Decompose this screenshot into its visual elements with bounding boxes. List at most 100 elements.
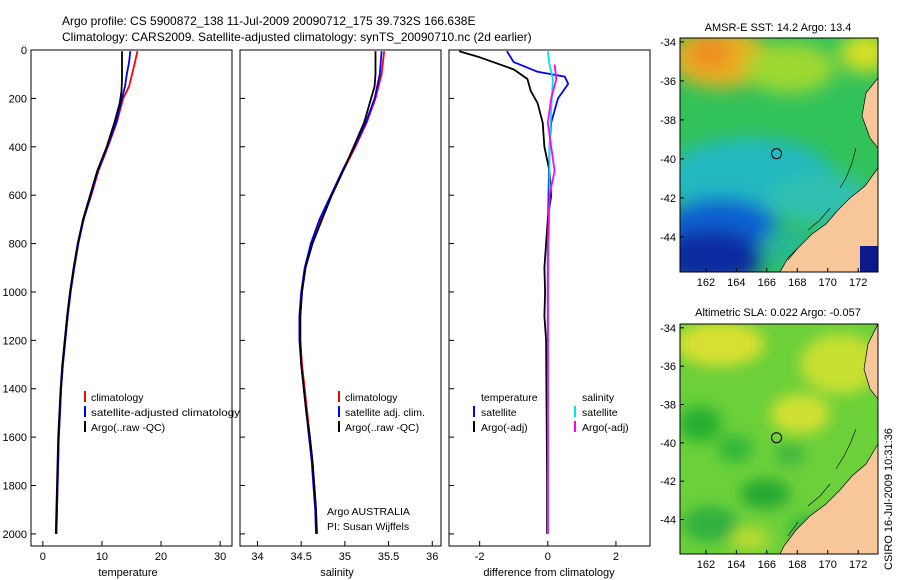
- legend-label-sal-satellite: satellite: [582, 407, 618, 419]
- sla-map-ticks: 162 164 166 168 170 172 -34 -36 -38 -40 -42 -44: [660, 323, 867, 571]
- y-tick-label: 1000: [3, 287, 27, 299]
- sst-argo-position-marker: [771, 148, 783, 160]
- sla-yellow-patch-3: [770, 394, 830, 434]
- map-x-tick-label: 170: [819, 559, 837, 571]
- sla-green-patch-3: [740, 479, 790, 509]
- sst-map-frame: [679, 37, 879, 273]
- sla-green-patch: [680, 406, 722, 442]
- map-y-tick-label: -44: [660, 232, 676, 244]
- difference-ticks: -2 0 2: [449, 49, 619, 563]
- map-y-tick-label: -38: [660, 115, 676, 127]
- map-x-tick-label: 164: [727, 559, 745, 571]
- map-x-tick-label: 166: [758, 277, 776, 289]
- legend-group-title-salinity: salinity: [582, 392, 615, 404]
- sst-warm-core: [688, 38, 732, 68]
- sla-argo-position-marker: [771, 432, 783, 444]
- series-line-salinity-argo-adj: [546, 64, 558, 534]
- legend-label-satellite-adj: satellite adj. clim.: [345, 407, 425, 419]
- annotation-argo-australia: Argo AUSTRALIA: [327, 506, 410, 518]
- map-y-tick-label: -36: [660, 361, 676, 373]
- difference-x-label: difference from climatology: [483, 567, 615, 579]
- map-x-tick-label: 162: [697, 277, 715, 289]
- y-tick-label: 1600: [3, 432, 27, 444]
- x-tick-label: 34.5: [290, 551, 311, 563]
- salinity-panel: 34 34.5 35 35.5 36 salinity climatology sate…: [239, 49, 442, 579]
- map-y-tick-label: -40: [660, 154, 676, 166]
- y-tick-label: 0: [21, 45, 27, 57]
- legend-group-title-temperature: temperature: [481, 392, 538, 404]
- sst-missing-data: [860, 246, 878, 272]
- x-tick-label: 10: [96, 551, 108, 563]
- map-y-tick-label: -40: [660, 438, 676, 450]
- salinity-axes-box: [239, 49, 442, 547]
- temperature-x-label: temperature: [98, 567, 157, 579]
- map-y-tick-label: -44: [660, 515, 676, 527]
- map-x-tick-label: 170: [819, 277, 837, 289]
- legend-label-temp-argo: Argo(-adj): [481, 422, 528, 434]
- map-y-tick-label: -34: [660, 323, 676, 335]
- sst-coastline-detail: [787, 147, 857, 261]
- salinity-x-label: salinity: [320, 567, 354, 579]
- sla-yellow-patch-4: [730, 527, 770, 551]
- map-y-tick-label: -34: [660, 37, 676, 49]
- map-x-tick-label: 172: [849, 559, 867, 571]
- x-tick-label: 0: [40, 551, 46, 563]
- salinity-series: [298, 51, 386, 534]
- header-line-2: Climatology: CARS2009. Satellite-adjuste…: [62, 30, 532, 44]
- x-tick-label: 30: [214, 551, 226, 563]
- map-x-tick-label: 162: [697, 559, 715, 571]
- sla-land-new-zealand: [779, 443, 878, 554]
- series-line-argo-raw-qc: [299, 51, 377, 534]
- legend-label-climatology: climatology: [91, 392, 144, 404]
- x-tick-label: 36: [426, 551, 438, 563]
- difference-axes-box: [448, 49, 651, 547]
- sla-map-panel: Altimetric SLA: 0.022 Argo: -0.057: [660, 307, 879, 571]
- map-x-tick-label: 168: [788, 559, 806, 571]
- sla-yellow-patch-2: [800, 334, 878, 394]
- y-tick-label: 600: [9, 190, 27, 202]
- y-tick-label: 1800: [3, 481, 27, 493]
- x-tick-label: -2: [475, 551, 485, 563]
- y-tick-label: 800: [9, 239, 27, 251]
- map-x-tick-label: 164: [727, 277, 745, 289]
- sst-yellow-patch: [745, 43, 835, 93]
- side-timestamp-label: CSIRO 16-Jul-2009 10:31:36: [883, 428, 895, 570]
- sst-land-north: [861, 77, 878, 149]
- x-tick-label: 35.5: [378, 551, 399, 563]
- sla-map-title: Altimetric SLA: 0.022 Argo: -0.057: [695, 307, 861, 319]
- y-tick-label: 1400: [3, 384, 27, 396]
- sla-green-patch-6: [775, 442, 805, 466]
- sst-map-panel: AMSR-E SST: 14.2 Argo: 13.4: [660, 22, 879, 289]
- legend-label-climatology: climatology: [345, 392, 398, 404]
- sst-yellow-patch-2: [840, 38, 878, 73]
- sla-coastline-detail: [787, 428, 857, 537]
- legend-label-argo: Argo(..raw -QC): [91, 422, 165, 434]
- map-x-tick-label: 172: [849, 277, 867, 289]
- series-line-argo-raw-qc: [54, 51, 123, 534]
- y-tick-label: 2000: [3, 529, 27, 541]
- map-y-tick-label: -42: [660, 476, 676, 488]
- y-tick-label: 1200: [3, 335, 27, 347]
- y-tick-label: 400: [9, 142, 27, 154]
- sst-map-ticks: 162 164 166 168 170 172 -34 -36 -38 -40 -42 -44: [660, 37, 867, 289]
- x-tick-label: 20: [155, 551, 167, 563]
- sla-green-patch-2: [717, 435, 753, 463]
- header-line-1: Argo profile: CS 5900872_138 11-Jul-2009…: [62, 14, 475, 28]
- legend-label-sal-argo: Argo(-adj): [582, 422, 629, 434]
- map-y-tick-label: -36: [660, 76, 676, 88]
- legend-label-temp-satellite: satellite: [481, 407, 517, 419]
- sla-land-north: [863, 324, 878, 400]
- map-x-tick-label: 168: [788, 277, 806, 289]
- x-tick-label: 34: [251, 551, 263, 563]
- temperature-series: [54, 51, 139, 534]
- y-tick-label: 200: [9, 93, 27, 105]
- temperature-panel: 0 10 20 30 0 200 400 600 800 1000 1200 1400 1600 1800…: [3, 45, 241, 579]
- difference-panel: -2 0 2 difference from climatology tempera…: [448, 49, 651, 579]
- temperature-legend: climatology satellite-adjusted climatolo…: [84, 391, 241, 434]
- difference-series: [458, 50, 570, 534]
- legend-label-satellite-adjusted: satellite-adjusted climatology: [91, 407, 241, 419]
- sst-land-new-zealand: [779, 167, 878, 272]
- temperature-grid-and-ticks: 0 10 20 30 0 200 400 600 800 1000 1200 1400 1600 1800…: [3, 45, 227, 563]
- map-x-tick-label: 166: [758, 559, 776, 571]
